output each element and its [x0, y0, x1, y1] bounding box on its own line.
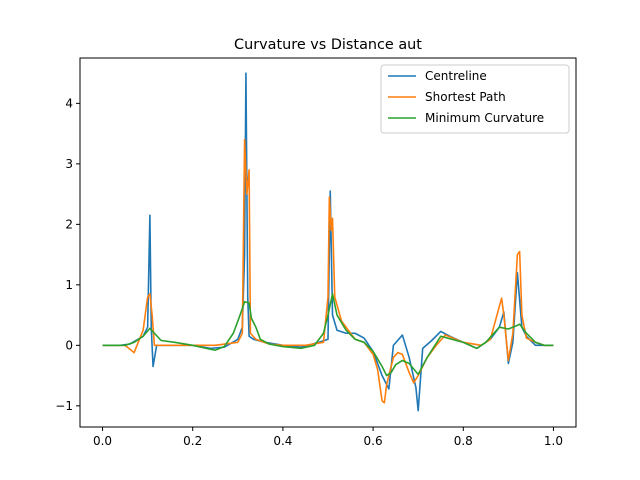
x-tick-label: 0.0 — [93, 434, 112, 448]
x-tick-label: 0.4 — [273, 434, 292, 448]
legend: Centreline Shortest Path Minimum Curvature — [380, 64, 570, 134]
y-tick-label: 4 — [65, 96, 73, 110]
y-tick-label: 3 — [65, 157, 73, 171]
chart-title: Curvature vs Distance aut — [234, 37, 422, 53]
y-axis: −1 0 1 2 3 4 — [55, 96, 80, 413]
x-tick-label: 0.8 — [454, 434, 473, 448]
y-tick-label: −1 — [55, 399, 73, 413]
plot-frame — [79, 57, 577, 428]
legend-box — [380, 64, 570, 134]
legend-label: Centreline — [425, 69, 487, 83]
x-tick-label: 1.0 — [544, 434, 563, 448]
x-axis: 0.0 0.2 0.4 0.6 0.8 1.0 — [93, 427, 563, 448]
x-tick-label: 0.2 — [183, 434, 202, 448]
y-tick-label: 2 — [65, 217, 73, 231]
y-tick-label: 0 — [65, 338, 73, 352]
plot-lines — [102, 72, 554, 412]
y-tick-label: 1 — [65, 278, 73, 292]
series-line-2 — [102, 293, 554, 377]
legend-label: Shortest Path — [425, 90, 506, 104]
x-tick-label: 0.6 — [364, 434, 383, 448]
legend-label: Minimum Curvature — [425, 111, 544, 125]
